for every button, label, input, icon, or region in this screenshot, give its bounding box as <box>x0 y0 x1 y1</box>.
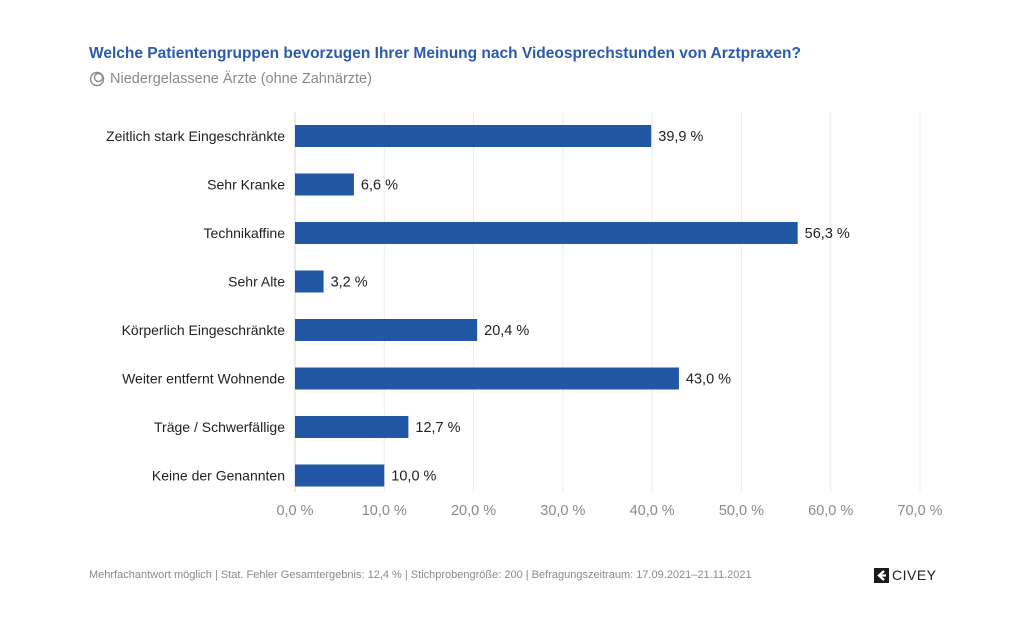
footer-note: Mehrfachantwort möglich | Stat. Fehler G… <box>89 569 752 581</box>
category-label: Weiter entfernt Wohnende <box>122 371 285 387</box>
target-group-icon <box>89 71 105 87</box>
bar <box>295 173 354 196</box>
bar <box>295 367 679 390</box>
value-label: 43,0 % <box>686 372 731 388</box>
x-tick-label: 0,0 % <box>276 503 313 519</box>
civey-logo: CIVEY <box>874 567 937 583</box>
bar <box>295 464 385 487</box>
value-label: 10,0 % <box>391 469 436 485</box>
x-tick-label: 40,0 % <box>630 503 675 519</box>
chart-title: Welche Patientengruppen bevorzugen Ihrer… <box>89 45 801 62</box>
category-label: Sehr Alte <box>228 274 285 290</box>
category-label: Zeitlich stark Eingeschränkte <box>106 128 285 144</box>
x-tick-label: 10,0 % <box>362 503 407 519</box>
x-tick-label: 50,0 % <box>719 503 764 519</box>
x-tick-label: 60,0 % <box>808 503 853 519</box>
bar <box>295 222 798 244</box>
value-label: 20,4 % <box>484 323 529 339</box>
bar <box>295 416 409 438</box>
category-label: Träge / Schwerfällige <box>154 419 285 435</box>
x-tick-label: 30,0 % <box>540 503 585 519</box>
category-label: Körperlich Eingeschränkte <box>122 322 286 338</box>
subtitle-text: Niedergelassene Ärzte (ohne Zahnärzte) <box>110 71 372 87</box>
value-label: 39,9 % <box>658 129 703 145</box>
value-label: 6,6 % <box>361 178 398 194</box>
value-label: 56,3 % <box>805 226 850 242</box>
civey-logo-icon <box>874 567 889 583</box>
category-label: Technikaffine <box>204 225 286 241</box>
bar <box>295 270 324 293</box>
category-label: Keine der Genannten <box>152 468 285 484</box>
x-tick-label: 70,0 % <box>897 503 942 519</box>
bar <box>295 319 478 341</box>
value-label: 12,7 % <box>415 420 460 436</box>
x-tick-label: 20,0 % <box>451 503 496 519</box>
bar <box>295 125 652 147</box>
civey-logo-text: CIVEY <box>892 567 937 583</box>
value-label: 3,2 % <box>331 275 368 291</box>
category-label: Sehr Kranke <box>207 177 285 193</box>
chart-subtitle: Niedergelassene Ärzte (ohne Zahnärzte) <box>89 71 372 87</box>
